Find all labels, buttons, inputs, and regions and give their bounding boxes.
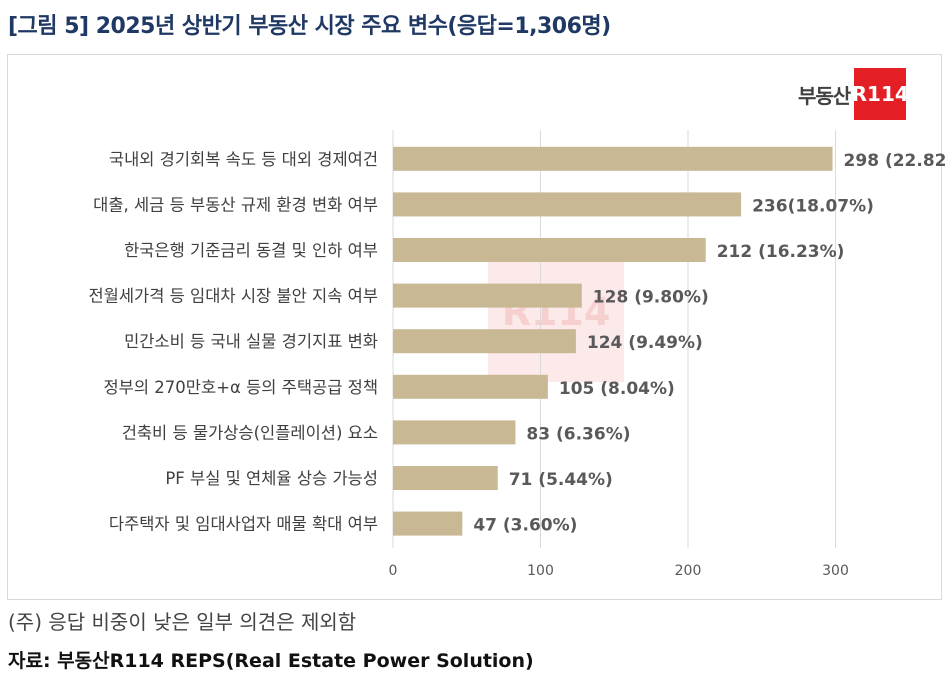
x-tick-label: 300 bbox=[822, 563, 849, 579]
category-label: 대출, 세금 등 부동산 규제 환경 변화 여부 bbox=[93, 195, 378, 214]
bar bbox=[393, 238, 706, 262]
category-label: 국내외 경기회복 속도 등 대외 경제여건 bbox=[109, 150, 378, 169]
bar bbox=[393, 374, 548, 399]
category-label: 정부의 270만호+α 등의 주택공급 정책 bbox=[103, 378, 378, 397]
watermark: R114 bbox=[488, 242, 624, 382]
bar bbox=[393, 192, 742, 217]
footnote: (주) 응답 비중이 낮은 일부 의견은 제외함 bbox=[8, 610, 357, 634]
x-tick-label: 0 bbox=[389, 563, 398, 579]
logo: 부동산 R114 bbox=[798, 68, 909, 120]
chart-title: [그림 5] 2025년 상반기 부동산 시장 주요 변수(응답=1,306명) bbox=[8, 14, 611, 39]
category-label: PF 부실 및 연체율 상승 가능성 bbox=[165, 469, 378, 488]
logo-text: 부동산 bbox=[798, 83, 851, 108]
x-tick-label: 100 bbox=[527, 563, 554, 579]
source-line: 자료: 부동산R114 REPS(Real Estate Power Solut… bbox=[8, 650, 534, 672]
bar bbox=[393, 329, 576, 354]
bar bbox=[393, 146, 833, 171]
x-tick-label: 200 bbox=[675, 563, 702, 579]
category-label: 전월세가격 등 임대차 시장 불안 지속 여부 bbox=[88, 287, 378, 306]
data-label: 128 (9.80%) bbox=[593, 288, 709, 308]
data-label: 298 (22.82%) bbox=[844, 151, 947, 171]
data-label: 105 (8.04%) bbox=[559, 379, 675, 399]
data-label: 124 (9.49%) bbox=[587, 333, 703, 353]
bar bbox=[393, 283, 582, 308]
data-label: 212 (16.23%) bbox=[717, 242, 845, 262]
data-label: 83 (6.36%) bbox=[526, 424, 630, 444]
chart-frame bbox=[7, 54, 942, 600]
logo-box: R114 bbox=[852, 68, 909, 120]
bar bbox=[393, 420, 516, 445]
category-label: 민간소비 등 국내 실물 경기지표 변화 bbox=[124, 332, 378, 351]
bar bbox=[393, 511, 463, 536]
data-label: 47 (3.60%) bbox=[473, 516, 577, 536]
data-label: 236(18.07%) bbox=[752, 196, 874, 216]
bar bbox=[393, 466, 498, 490]
category-label: 한국은행 기준금리 동결 및 인하 여부 bbox=[124, 241, 378, 260]
data-label: 71 (5.44%) bbox=[509, 470, 613, 490]
category-label: 건축비 등 물가상승(인플레이션) 요소 bbox=[122, 423, 378, 442]
category-label: 다주택자 및 임대사업자 매물 확대 여부 bbox=[109, 515, 378, 534]
